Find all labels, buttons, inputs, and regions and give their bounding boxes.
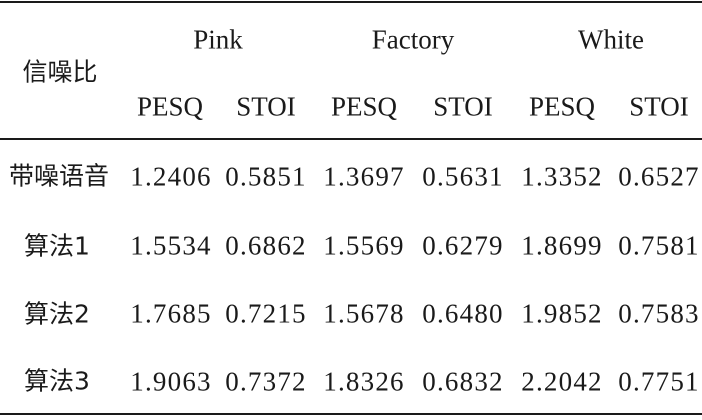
table-cell: 0.5851 [225,161,307,192]
table-cell: 1.8326 [323,366,405,397]
noise-header-factory: Factory [371,24,455,55]
metric-header-factory-pesq: PESQ [330,91,398,122]
table-cell: 0.6862 [225,230,307,261]
header-rule [0,138,702,140]
row-label-noisy-speech: 带噪语音 [8,161,110,191]
metric-header-white-stoi: STOI [629,91,689,122]
table-cell: 1.5569 [323,230,405,261]
table-cell: 1.3697 [323,161,405,192]
table-cell: 2.2042 [521,366,603,397]
table-cell: 0.7583 [618,298,700,329]
table-cell: 0.7215 [225,298,307,329]
metric-header-white-pesq: PESQ [528,91,596,122]
row-label-algorithm-2: 算法2 [24,299,90,329]
table-cell: 0.7751 [618,366,700,397]
row-label-algorithm-3: 算法3 [24,366,90,396]
table-cell: 1.9063 [130,366,212,397]
table-cell: 0.7372 [225,366,307,397]
table-cell: 0.6279 [422,230,504,261]
table-cell: 0.6832 [422,366,504,397]
table-cell: 0.6527 [618,161,700,192]
row-label-algorithm-1: 算法1 [24,231,90,261]
bottom-rule [0,413,702,415]
table-cell: 1.9852 [521,298,603,329]
table-cell: 1.8699 [521,230,603,261]
top-rule [0,1,702,3]
table-cell: 1.2406 [130,161,212,192]
table-cell: 1.5534 [130,230,212,261]
noise-header-pink: Pink [193,24,243,55]
snr-header: 信噪比 [22,57,98,87]
metric-header-pink-stoi: STOI [236,91,296,122]
metric-header-factory-stoi: STOI [433,91,493,122]
table-cell: 0.5631 [422,161,504,192]
table-cell: 1.3352 [521,161,603,192]
metric-header-pink-pesq: PESQ [136,91,204,122]
noise-header-white: White [578,24,644,55]
table-cell: 0.6480 [422,298,504,329]
table-cell: 1.7685 [130,298,212,329]
table-cell: 1.5678 [323,298,405,329]
table-cell: 0.7581 [618,230,700,261]
